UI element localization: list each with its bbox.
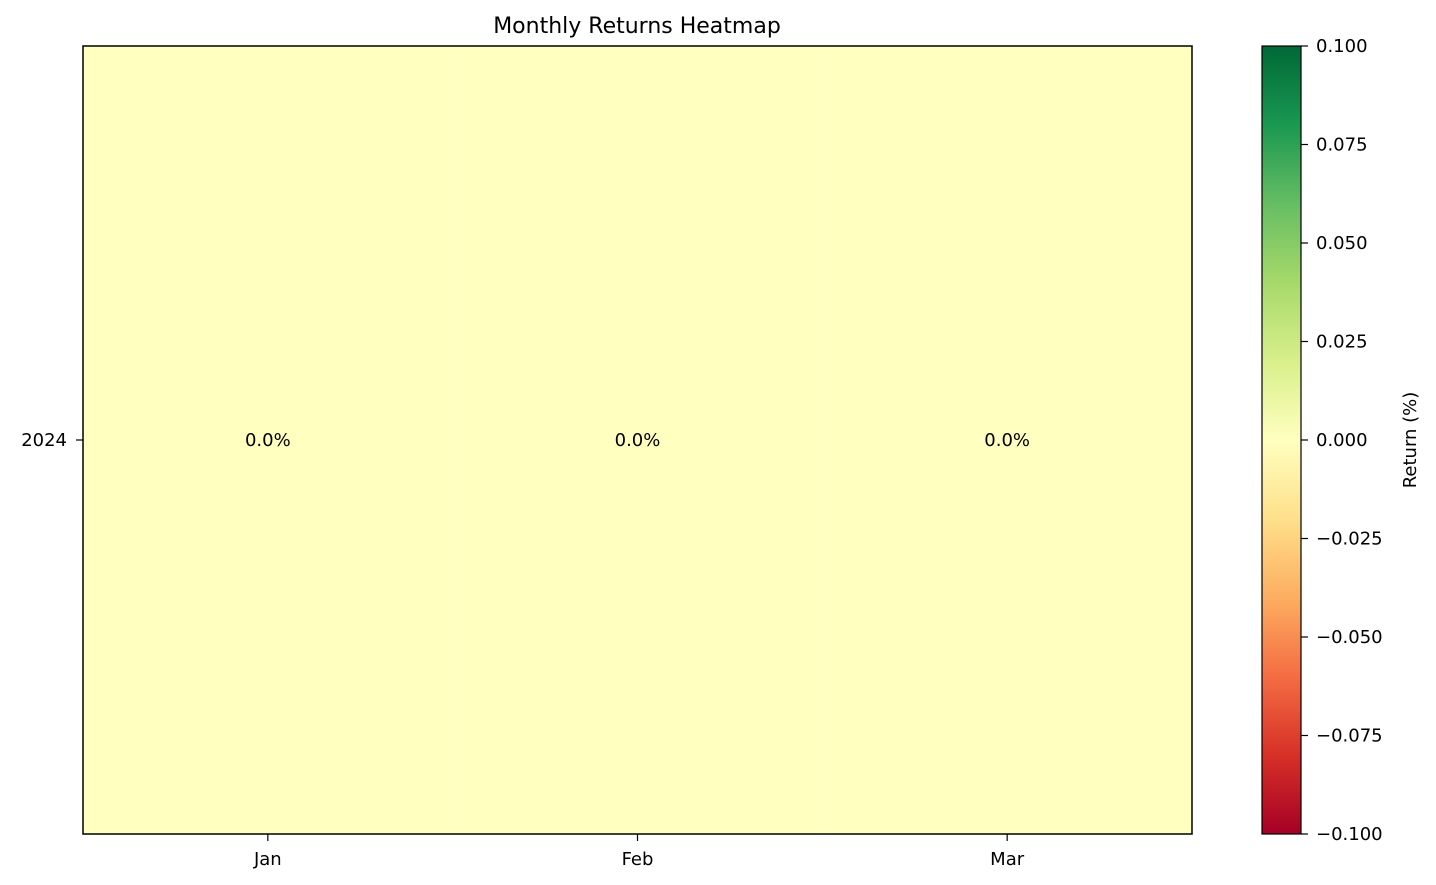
colorbar-tick-label: 0.000: [1316, 430, 1368, 451]
cell-value-label: 0.0%: [245, 430, 291, 451]
colorbar-tick-label: −0.025: [1316, 529, 1383, 550]
cell-value-label: 0.0%: [615, 430, 661, 451]
heatmap-cells: 0.0% 0.0% 0.0%: [83, 46, 1192, 834]
chart-title: Monthly Returns Heatmap: [493, 14, 781, 39]
heatmap-cell: [83, 46, 453, 834]
heatmap-cell: [452, 46, 823, 834]
colorbar-tick-label: −0.100: [1316, 824, 1383, 845]
cell-value-label: 0.0%: [984, 430, 1030, 451]
colorbar-tick-label: −0.050: [1316, 627, 1383, 648]
y-axis: 2024: [21, 430, 83, 451]
y-tick-label: 2024: [21, 430, 67, 451]
x-axis: Jan Feb Mar: [253, 834, 1025, 870]
heatmap-cell: [822, 46, 1192, 834]
x-tick-label: Feb: [622, 849, 654, 870]
x-tick-label: Mar: [990, 849, 1025, 870]
colorbar-label: Return (%): [1400, 392, 1421, 489]
x-tick-label: Jan: [253, 849, 282, 870]
colorbar-axis: 0.100 0.075 0.050 0.025 0.000 −0.025 −0.050 −0.…: [1301, 36, 1383, 845]
colorbar-tick-label: 0.050: [1316, 233, 1368, 254]
colorbar: [1261, 45, 1302, 835]
colorbar-tick-label: 0.025: [1316, 332, 1368, 353]
colorbar-tick-label: 0.100: [1316, 36, 1368, 57]
colorbar-tick-label: −0.075: [1316, 726, 1383, 747]
colorbar-tick-label: 0.075: [1316, 135, 1368, 156]
